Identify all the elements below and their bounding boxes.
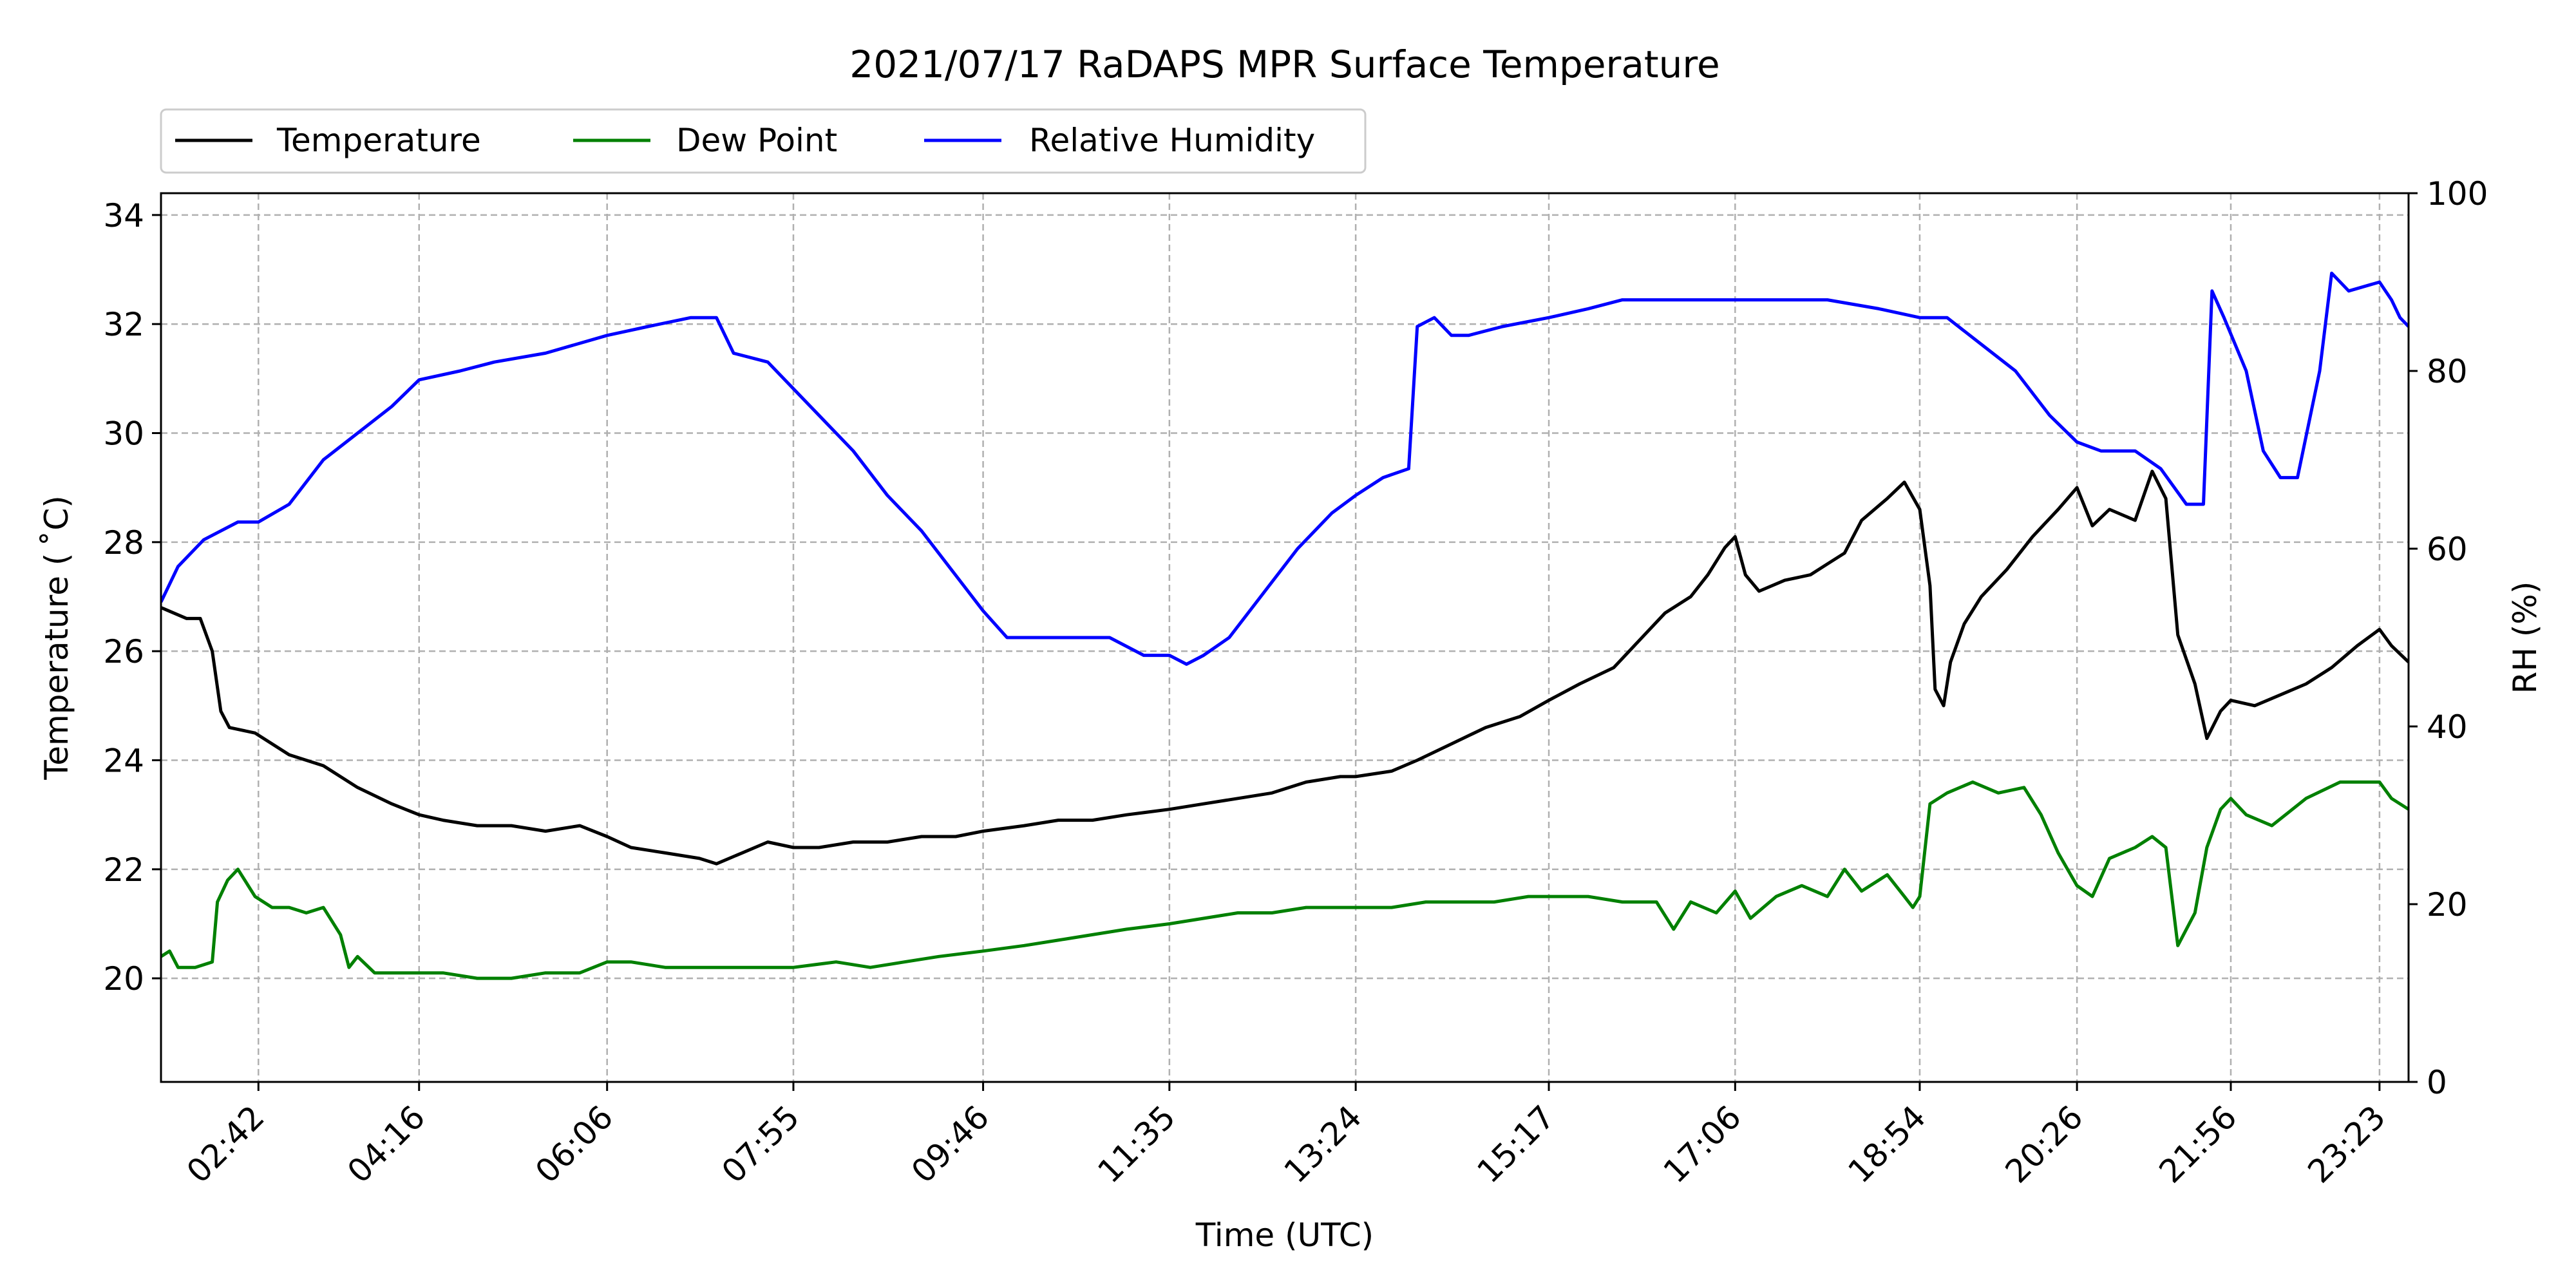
legend-label-temperature: Temperature <box>276 122 481 159</box>
series-line-temperature <box>161 469 2409 866</box>
legend-box <box>160 108 1367 174</box>
y-tick-label: 28 <box>103 524 144 562</box>
y-axis-label: Temperature ( ˚C) <box>38 495 75 781</box>
series-line-dew-point <box>161 780 2409 980</box>
y-tick-label: 20 <box>103 960 144 998</box>
y2-tick-label: 80 <box>2427 353 2468 390</box>
y-tick-label: 32 <box>103 306 144 343</box>
y2-tick-label: 20 <box>2427 886 2468 923</box>
grid <box>161 193 2409 1082</box>
y2-tick-label: 60 <box>2427 531 2468 568</box>
plot-frame <box>160 192 2410 1083</box>
y2-tick-label: 100 <box>2427 175 2488 213</box>
series-lines <box>161 271 2409 980</box>
legend-label-dew-point: Dew Point <box>676 122 837 159</box>
x-axis-label: Time (UTC) <box>1195 1217 1374 1254</box>
y2-axis-label: RH (%) <box>2506 582 2544 694</box>
y-tick-label: 26 <box>103 633 144 670</box>
y-tick-label: 30 <box>103 415 144 453</box>
series-line-relative-humidity <box>161 271 2409 666</box>
y-tick-label: 22 <box>103 851 144 889</box>
y2-tick-label: 40 <box>2427 708 2468 746</box>
y2-tick-label: 0 <box>2427 1064 2447 1101</box>
y-tick-label: 24 <box>103 742 144 779</box>
legend: Temperature Dew Point Relative Humidity <box>160 108 1367 174</box>
legend-label-relative-humidity: Relative Humidity <box>1029 122 1315 159</box>
y-tick-label: 34 <box>103 197 144 234</box>
chart-title: 2021/07/17 RaDAPS MPR Surface Temperatur… <box>849 43 1719 86</box>
